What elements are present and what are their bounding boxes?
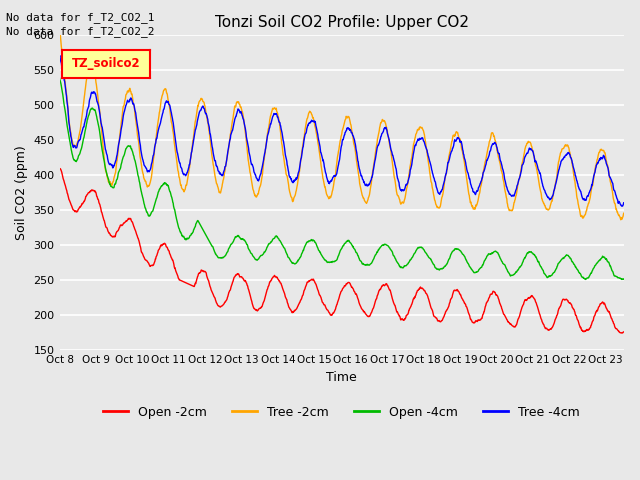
Y-axis label: Soil CO2 (ppm): Soil CO2 (ppm) <box>15 145 28 240</box>
Title: Tonzi Soil CO2 Profile: Upper CO2: Tonzi Soil CO2 Profile: Upper CO2 <box>214 15 468 30</box>
Text: No data for f_T2_CO2_2: No data for f_T2_CO2_2 <box>6 26 155 37</box>
X-axis label: Time: Time <box>326 371 357 384</box>
Text: No data for f_T2_CO2_1: No data for f_T2_CO2_1 <box>6 12 155 23</box>
Legend: Open -2cm, Tree -2cm, Open -4cm, Tree -4cm: Open -2cm, Tree -2cm, Open -4cm, Tree -4… <box>99 401 585 424</box>
